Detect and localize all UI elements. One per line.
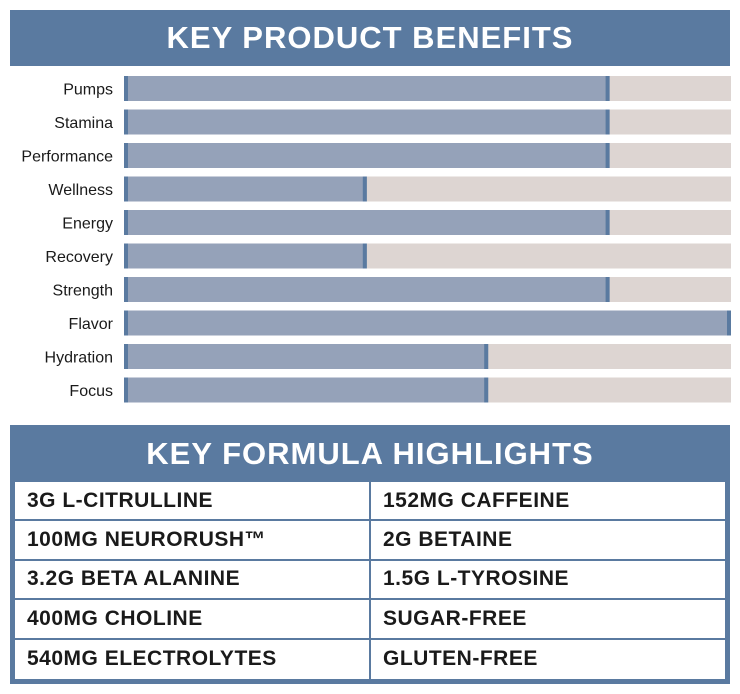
category-label: Pumps: [63, 82, 113, 99]
bar: [124, 377, 489, 403]
benefits-title: KEY PRODUCT BENEFITS: [10, 10, 730, 66]
bar-right-edge: [605, 76, 610, 101]
formula-cell: 152MG CAFFEINE: [371, 482, 725, 522]
bar-right-edge: [727, 310, 731, 336]
category-label: Energy: [62, 216, 113, 233]
category-label: Performance: [21, 149, 113, 166]
formula-table: 3G L-CITRULLINE 152MG CAFFEINE 100MG NEU…: [15, 482, 725, 679]
bar-right-edge: [484, 344, 489, 369]
bar-right-edge: [605, 210, 610, 235]
bar-left-edge: [124, 109, 128, 135]
bar-right-edge: [362, 243, 367, 269]
formula-cell: 3G L-CITRULLINE: [15, 482, 371, 522]
bar-left-edge: [124, 344, 128, 369]
bar-right-edge: [362, 176, 367, 202]
bar: [124, 310, 731, 336]
bar: [124, 210, 610, 235]
bar-left-edge: [124, 143, 128, 168]
category-label: Wellness: [48, 182, 113, 199]
bar-left-edge: [124, 310, 128, 336]
bar-right-edge: [484, 377, 489, 403]
bar: [124, 176, 367, 202]
bar-right-edge: [605, 143, 610, 168]
category-label: Recovery: [45, 249, 113, 266]
bar-left-edge: [124, 377, 128, 403]
formula-cell: SUGAR-FREE: [371, 600, 725, 640]
benefits-chart: Pumps Stamina Performance Wellness Energy Rec…: [21, 76, 731, 403]
formula-panel: KEY FORMULA HIGHLIGHTS 3G L-CITRULLINE 1…: [10, 425, 730, 684]
bar: [124, 277, 610, 302]
formula-cell: 100MG NEURORUSH™: [15, 521, 371, 561]
category-label: Stamina: [54, 115, 113, 132]
bar: [124, 243, 367, 269]
bar-left-edge: [124, 76, 128, 101]
bar-left-edge: [124, 243, 128, 269]
formula-cell: GLUTEN-FREE: [383, 647, 538, 671]
category-label: Hydration: [45, 350, 113, 367]
formula-cell: 3.2G BETA ALANINE: [15, 560, 371, 601]
bar: [124, 143, 610, 168]
category-label: Flavor: [69, 316, 114, 333]
formula-cell: 2G BETAINE: [371, 521, 725, 561]
formula-cell: 400MG CHOLINE: [15, 600, 371, 640]
bar: [124, 109, 610, 135]
bar-left-edge: [124, 176, 128, 202]
formula-title: KEY FORMULA HIGHLIGHTS: [146, 436, 594, 471]
bar-left-edge: [124, 277, 128, 302]
category-label: Focus: [69, 383, 113, 400]
bar: [124, 76, 610, 101]
formula-cell: 540MG ELECTROLYTES: [15, 639, 371, 679]
formula-cell: 1.5G L-TYROSINE: [371, 561, 725, 601]
bar: [124, 344, 489, 369]
bar-right-edge: [605, 277, 610, 302]
category-label: Strength: [53, 283, 113, 300]
bar-left-edge: [124, 210, 128, 235]
bar-right-edge: [605, 109, 610, 135]
